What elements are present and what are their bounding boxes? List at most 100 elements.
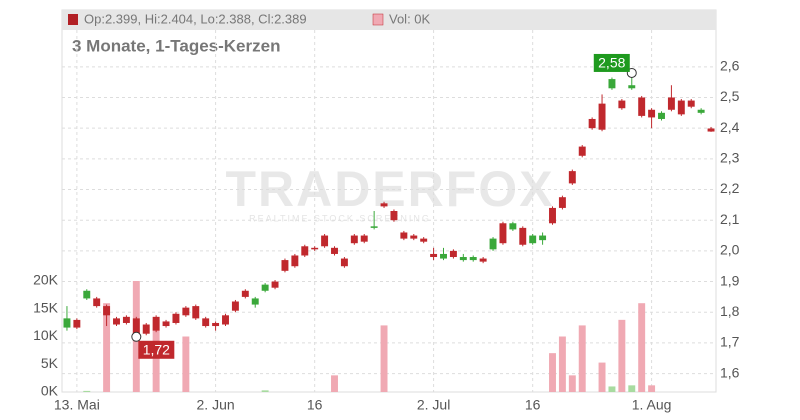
volume-tick-label: 5K [41, 355, 59, 371]
volume-bar [638, 303, 646, 392]
candle-body [440, 253, 447, 259]
candle-body [509, 223, 517, 230]
volume-bar [608, 386, 616, 392]
volume-tick-label: 0K [41, 383, 59, 399]
candle-body [113, 318, 120, 325]
candle-body [251, 298, 259, 305]
candle-body [658, 112, 665, 119]
annotation-box [138, 340, 175, 359]
candle-body [479, 258, 487, 262]
volume-label: Vol: 0K [389, 11, 431, 26]
candle-body [331, 247, 338, 254]
volume-bar [182, 336, 190, 392]
candle-body [162, 321, 170, 327]
candle-body [489, 238, 497, 250]
y-tick-label: 1,6 [720, 364, 740, 380]
candle-body [172, 313, 180, 323]
y-tick-label: 2,4 [720, 119, 740, 135]
y-tick-label: 2,6 [720, 58, 740, 74]
volume-bar [103, 303, 111, 392]
volume-bar [598, 362, 606, 392]
y-tick-label: 1,8 [720, 303, 740, 319]
candle-body [63, 318, 71, 328]
candle-body [222, 315, 229, 325]
candle-body [687, 100, 695, 107]
candle-body [410, 235, 418, 239]
plot-area [61, 9, 717, 393]
candle-body [261, 284, 269, 291]
candle-body [618, 100, 626, 109]
x-tick-label: 2. Jul [417, 397, 450, 413]
candle-body [152, 316, 160, 331]
volume-bar [618, 319, 626, 392]
candle-body [519, 227, 527, 245]
volume-tick-label: 20K [33, 272, 59, 288]
candle-body [549, 207, 556, 224]
watermark-sub: REALTIME STOCK SCREENING [249, 213, 431, 223]
volume-bar [331, 375, 338, 392]
y-tick-label: 2,0 [720, 242, 740, 258]
candle-body [122, 316, 130, 323]
candle-body [271, 281, 279, 288]
ohlc-label: Op:2.399, Hi:2.404, Lo:2.388, Cl:2.389 [84, 11, 307, 26]
y-tick-label: 2,5 [720, 88, 740, 104]
candle-body [132, 318, 140, 334]
candle-body [598, 103, 606, 130]
candle-body [667, 97, 675, 110]
candle-body [73, 319, 81, 328]
y-tick-label: 1,7 [720, 334, 740, 350]
candle-body [241, 290, 249, 297]
ohlc-swatch [68, 14, 78, 25]
candle-body [360, 235, 368, 242]
volume-bar [648, 385, 656, 392]
candle-body [499, 223, 507, 244]
candle-body [430, 253, 438, 258]
header-bar [62, 10, 716, 30]
candle-body [103, 306, 111, 316]
candle-body [291, 255, 299, 267]
candle-body [301, 246, 309, 256]
candle-body [529, 235, 537, 244]
candle-body [142, 324, 150, 334]
volume-bar [568, 375, 576, 392]
y-tick-label: 2,1 [720, 211, 740, 227]
volume-swatch [372, 13, 384, 26]
candle-body [311, 247, 319, 250]
volume-tick-label: 15K [33, 299, 59, 315]
candle-body [539, 235, 547, 241]
x-tick-label: 13. Mai [54, 397, 100, 413]
x-tick-label: 1. Aug [632, 397, 672, 413]
candle-body [281, 260, 289, 271]
candle-body [707, 128, 715, 132]
candle-body [420, 238, 428, 242]
annotation-box [593, 53, 630, 72]
candle-body [558, 197, 566, 208]
extreme-marker [131, 331, 142, 342]
candle-body [321, 235, 329, 247]
candle-body [578, 146, 586, 156]
candle-body [608, 79, 616, 89]
candle-body [638, 97, 646, 116]
volume-bar [578, 325, 586, 392]
annotation-label: 1,72 [143, 341, 170, 357]
candle-body [677, 100, 685, 115]
candle-body [370, 226, 378, 228]
candle-body [83, 290, 91, 299]
candle-body [202, 318, 210, 327]
candle-body [588, 118, 596, 129]
volume-bar [261, 390, 269, 392]
x-tick-label: 2. Jun [197, 397, 235, 413]
candle-body [449, 250, 457, 258]
x-tick-label: 16 [525, 397, 541, 413]
candle-body [340, 258, 348, 267]
x-tick-label: 16 [307, 397, 323, 413]
candle-body [93, 298, 101, 307]
candle-body [469, 257, 477, 261]
candle-body [568, 171, 576, 184]
candle-body [459, 257, 467, 261]
y-tick-label: 2,2 [720, 180, 740, 196]
candle-body [182, 307, 190, 316]
candle-body [350, 235, 358, 244]
candle-body [380, 203, 388, 207]
